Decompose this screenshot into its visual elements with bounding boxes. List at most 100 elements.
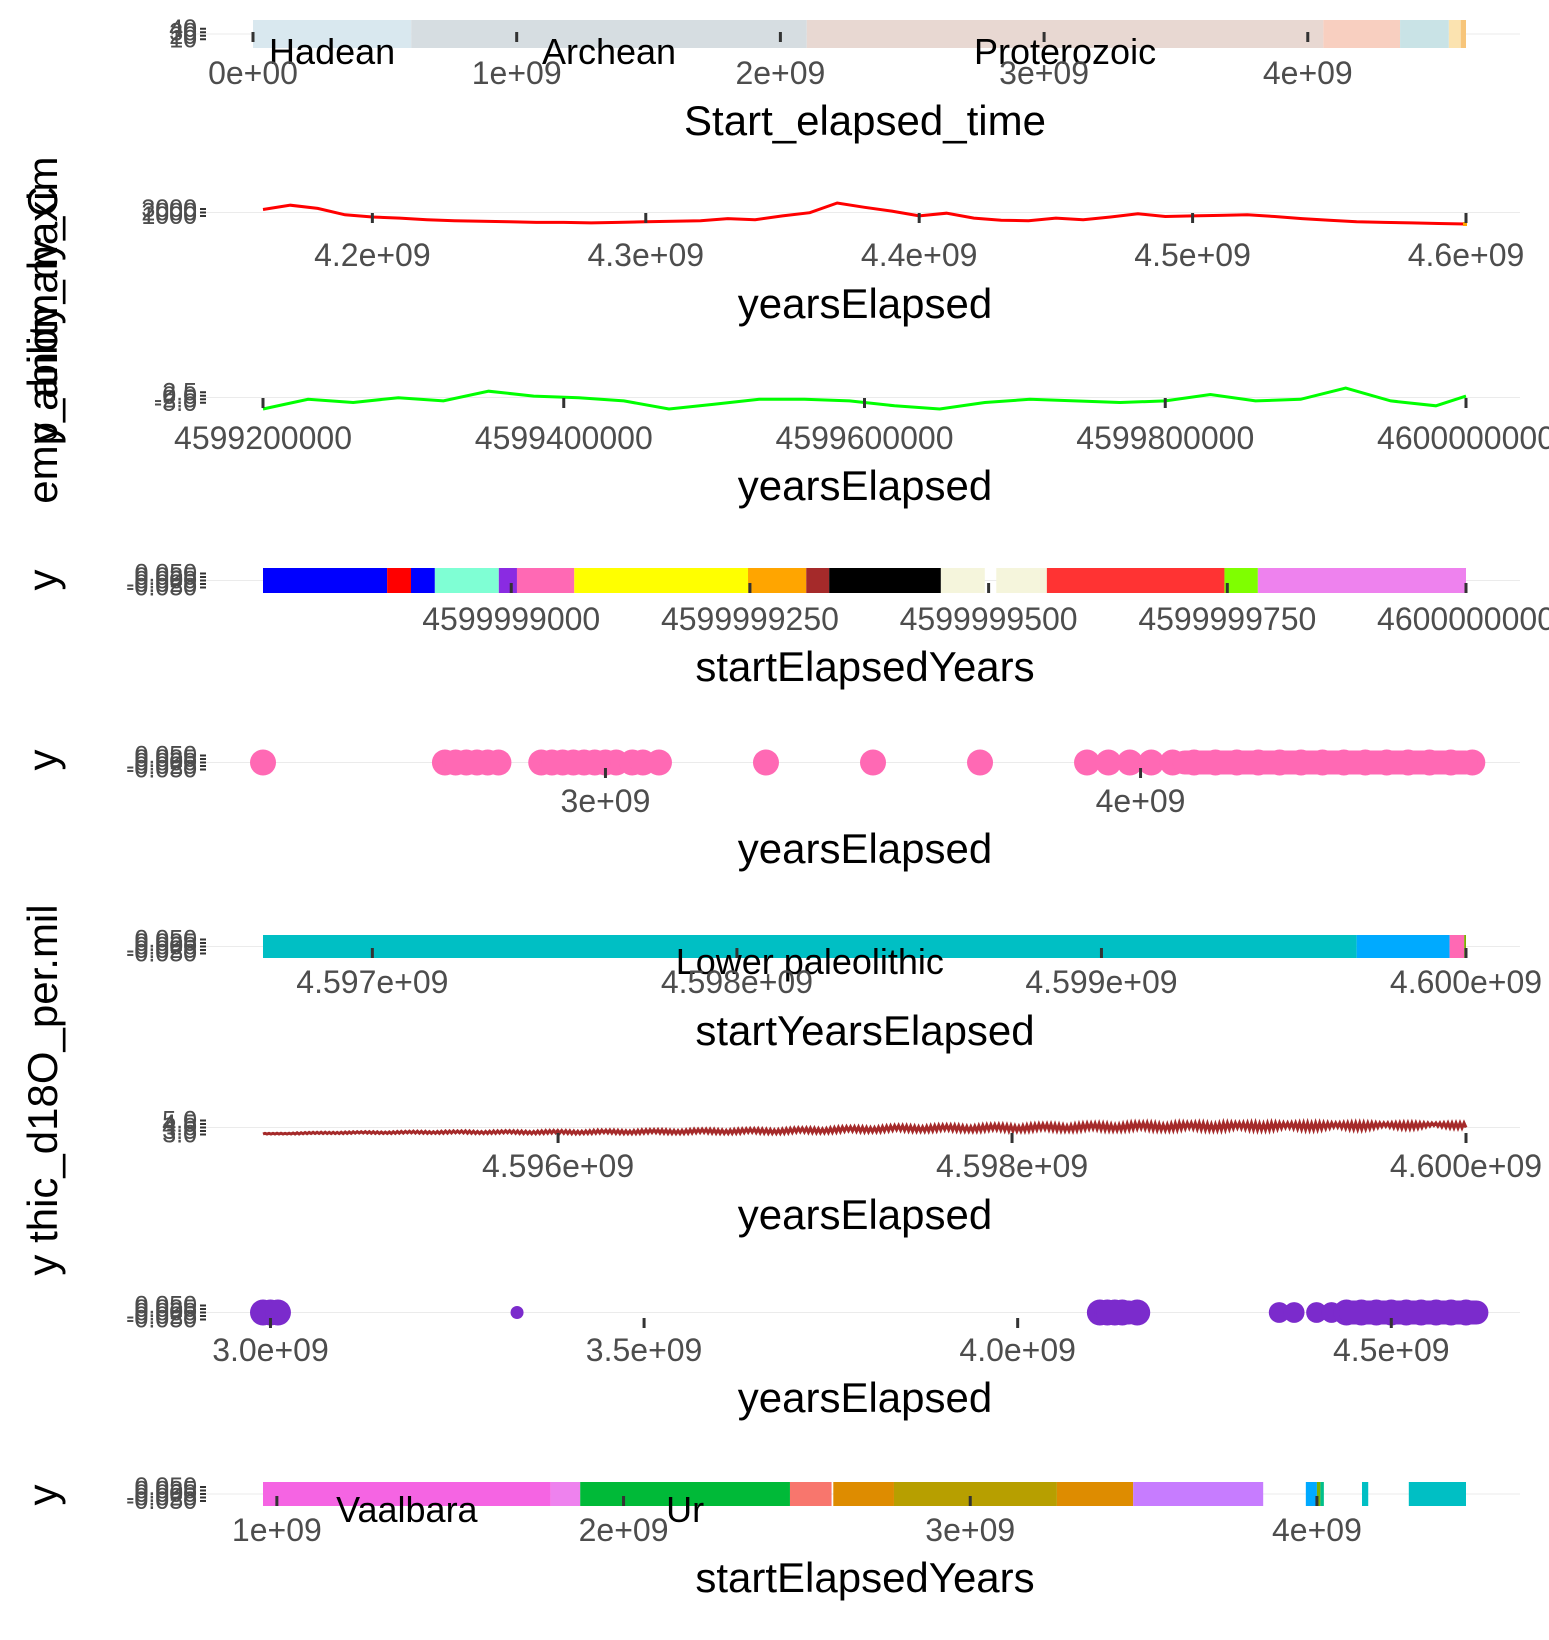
x-tick-label: 4599999250 bbox=[661, 601, 839, 637]
band-label: Lower paleolithic bbox=[676, 941, 944, 982]
band bbox=[1460, 20, 1466, 48]
band bbox=[516, 568, 575, 593]
y-tick-label: 0.025 bbox=[134, 1295, 197, 1323]
point-cluster bbox=[541, 750, 611, 775]
y-axis-title: y bbox=[19, 570, 66, 591]
x-tick-label: 1e+09 bbox=[472, 55, 562, 91]
band bbox=[550, 1482, 581, 1506]
band bbox=[1133, 1482, 1264, 1506]
x-tick-label: 3e+09 bbox=[999, 55, 1089, 91]
data-point bbox=[264, 1299, 291, 1326]
y-axis-title: y bbox=[19, 750, 66, 771]
y-tick-label: -0.025 bbox=[126, 936, 197, 964]
band bbox=[387, 568, 411, 593]
x-tick-label: 4599999000 bbox=[422, 601, 600, 637]
y-tick-label: 0.0 bbox=[162, 382, 197, 410]
y-tick-label: 0.050 bbox=[134, 742, 197, 770]
x-tick-label: 4599400000 bbox=[475, 420, 653, 456]
x-tick-label: 4.596e+09 bbox=[482, 1148, 634, 1184]
band bbox=[1046, 568, 1225, 593]
band bbox=[1448, 20, 1461, 48]
y-tick-label: 0.025 bbox=[134, 563, 197, 591]
x-tick-label: 4.4e+09 bbox=[861, 237, 978, 273]
x-tick-label: 4.6e+09 bbox=[1408, 237, 1525, 273]
data-point bbox=[510, 1306, 524, 1319]
y-tick-label: 0.000 bbox=[134, 1299, 197, 1327]
x-tick-label: 4.5e+09 bbox=[1134, 237, 1251, 273]
point-cluster bbox=[444, 750, 499, 775]
x-tick-label: 4600000000 bbox=[1377, 601, 1549, 637]
band bbox=[1361, 1482, 1369, 1506]
x-tick-label: 3e+09 bbox=[925, 1512, 1015, 1548]
x-tick-label: 2e+09 bbox=[735, 55, 825, 91]
x-axis-title: yearsElapsed bbox=[738, 825, 992, 872]
band bbox=[1408, 1482, 1466, 1506]
band bbox=[580, 1482, 790, 1506]
data-point bbox=[752, 749, 779, 776]
x-tick-label: 4e+09 bbox=[1263, 55, 1353, 91]
band bbox=[434, 568, 499, 593]
y-tick-label: 0.000 bbox=[134, 933, 197, 961]
x-tick-label: 2e+09 bbox=[579, 1512, 669, 1548]
band bbox=[263, 568, 388, 593]
band bbox=[789, 1482, 832, 1506]
x-tick-label: 4599600000 bbox=[776, 420, 954, 456]
band bbox=[1449, 935, 1465, 958]
x-tick-label: 4.598e+09 bbox=[661, 964, 813, 1000]
x-axis-title: Start_elapsed_time bbox=[684, 97, 1046, 144]
x-tick-label: 4.600e+09 bbox=[1390, 1148, 1542, 1184]
y-tick-label: 0.050 bbox=[134, 926, 197, 954]
band bbox=[829, 568, 941, 593]
band bbox=[1320, 1482, 1324, 1506]
y-tick-label: 0.000 bbox=[134, 567, 197, 595]
y-tick-label: 10 bbox=[169, 25, 197, 53]
band bbox=[940, 568, 985, 593]
y-tick-label: 20 bbox=[169, 22, 197, 50]
y-tick-label: -0.050 bbox=[126, 1306, 197, 1334]
y-tick-label: -0.025 bbox=[126, 1484, 197, 1512]
band-label: Hadean bbox=[269, 31, 395, 72]
data-point bbox=[645, 749, 672, 776]
band bbox=[411, 20, 807, 48]
y-tick-label: -0.025 bbox=[126, 752, 197, 780]
x-axis-title: yearsElapsed bbox=[738, 1191, 992, 1238]
y-tick-label: -0.050 bbox=[126, 574, 197, 602]
x-tick-label: 3.0e+09 bbox=[212, 1332, 329, 1368]
band bbox=[1464, 935, 1466, 958]
y-axis-title: y thic_d18O_per.mil bbox=[19, 904, 66, 1275]
y-tick-label: 0.025 bbox=[134, 929, 197, 957]
band bbox=[996, 568, 1047, 593]
y-tick-label: 0.000 bbox=[134, 749, 197, 777]
band bbox=[893, 1482, 1057, 1506]
y-tick-label: 0.025 bbox=[134, 1477, 197, 1505]
data-point bbox=[1268, 1302, 1290, 1323]
y-tick-label: 3.0 bbox=[162, 1121, 197, 1149]
band bbox=[833, 1482, 894, 1506]
x-tick-label: 4.0e+09 bbox=[959, 1332, 1076, 1368]
y-tick-label: 2000 bbox=[141, 199, 197, 227]
y-axis-title: y bbox=[19, 1485, 66, 1506]
band bbox=[410, 568, 435, 593]
y-tick-label: -2.5 bbox=[154, 385, 197, 413]
y-tick-label: -0.025 bbox=[126, 570, 197, 598]
band bbox=[1400, 20, 1449, 48]
x-axis-title: yearsElapsed bbox=[738, 462, 992, 509]
chart-panel-3: 2.50.0-2.5-5.0 4599200000 4599400000 459960… bbox=[154, 378, 1549, 509]
x-tick-label: 4.2e+09 bbox=[314, 237, 431, 273]
x-tick-label: 3e+09 bbox=[561, 783, 651, 819]
y-tick-label: 0.050 bbox=[134, 560, 197, 588]
x-tick-label: 4.5e+09 bbox=[1333, 1332, 1450, 1368]
band bbox=[1316, 1482, 1321, 1506]
band bbox=[1257, 568, 1466, 593]
band bbox=[806, 568, 830, 593]
x-tick-label: 0e+00 bbox=[208, 55, 298, 91]
x-axis-title: yearsElapsed bbox=[738, 1374, 992, 1421]
x-tick-label: 3.5e+09 bbox=[586, 1332, 703, 1368]
y-tick-label: -0.050 bbox=[126, 1487, 197, 1515]
